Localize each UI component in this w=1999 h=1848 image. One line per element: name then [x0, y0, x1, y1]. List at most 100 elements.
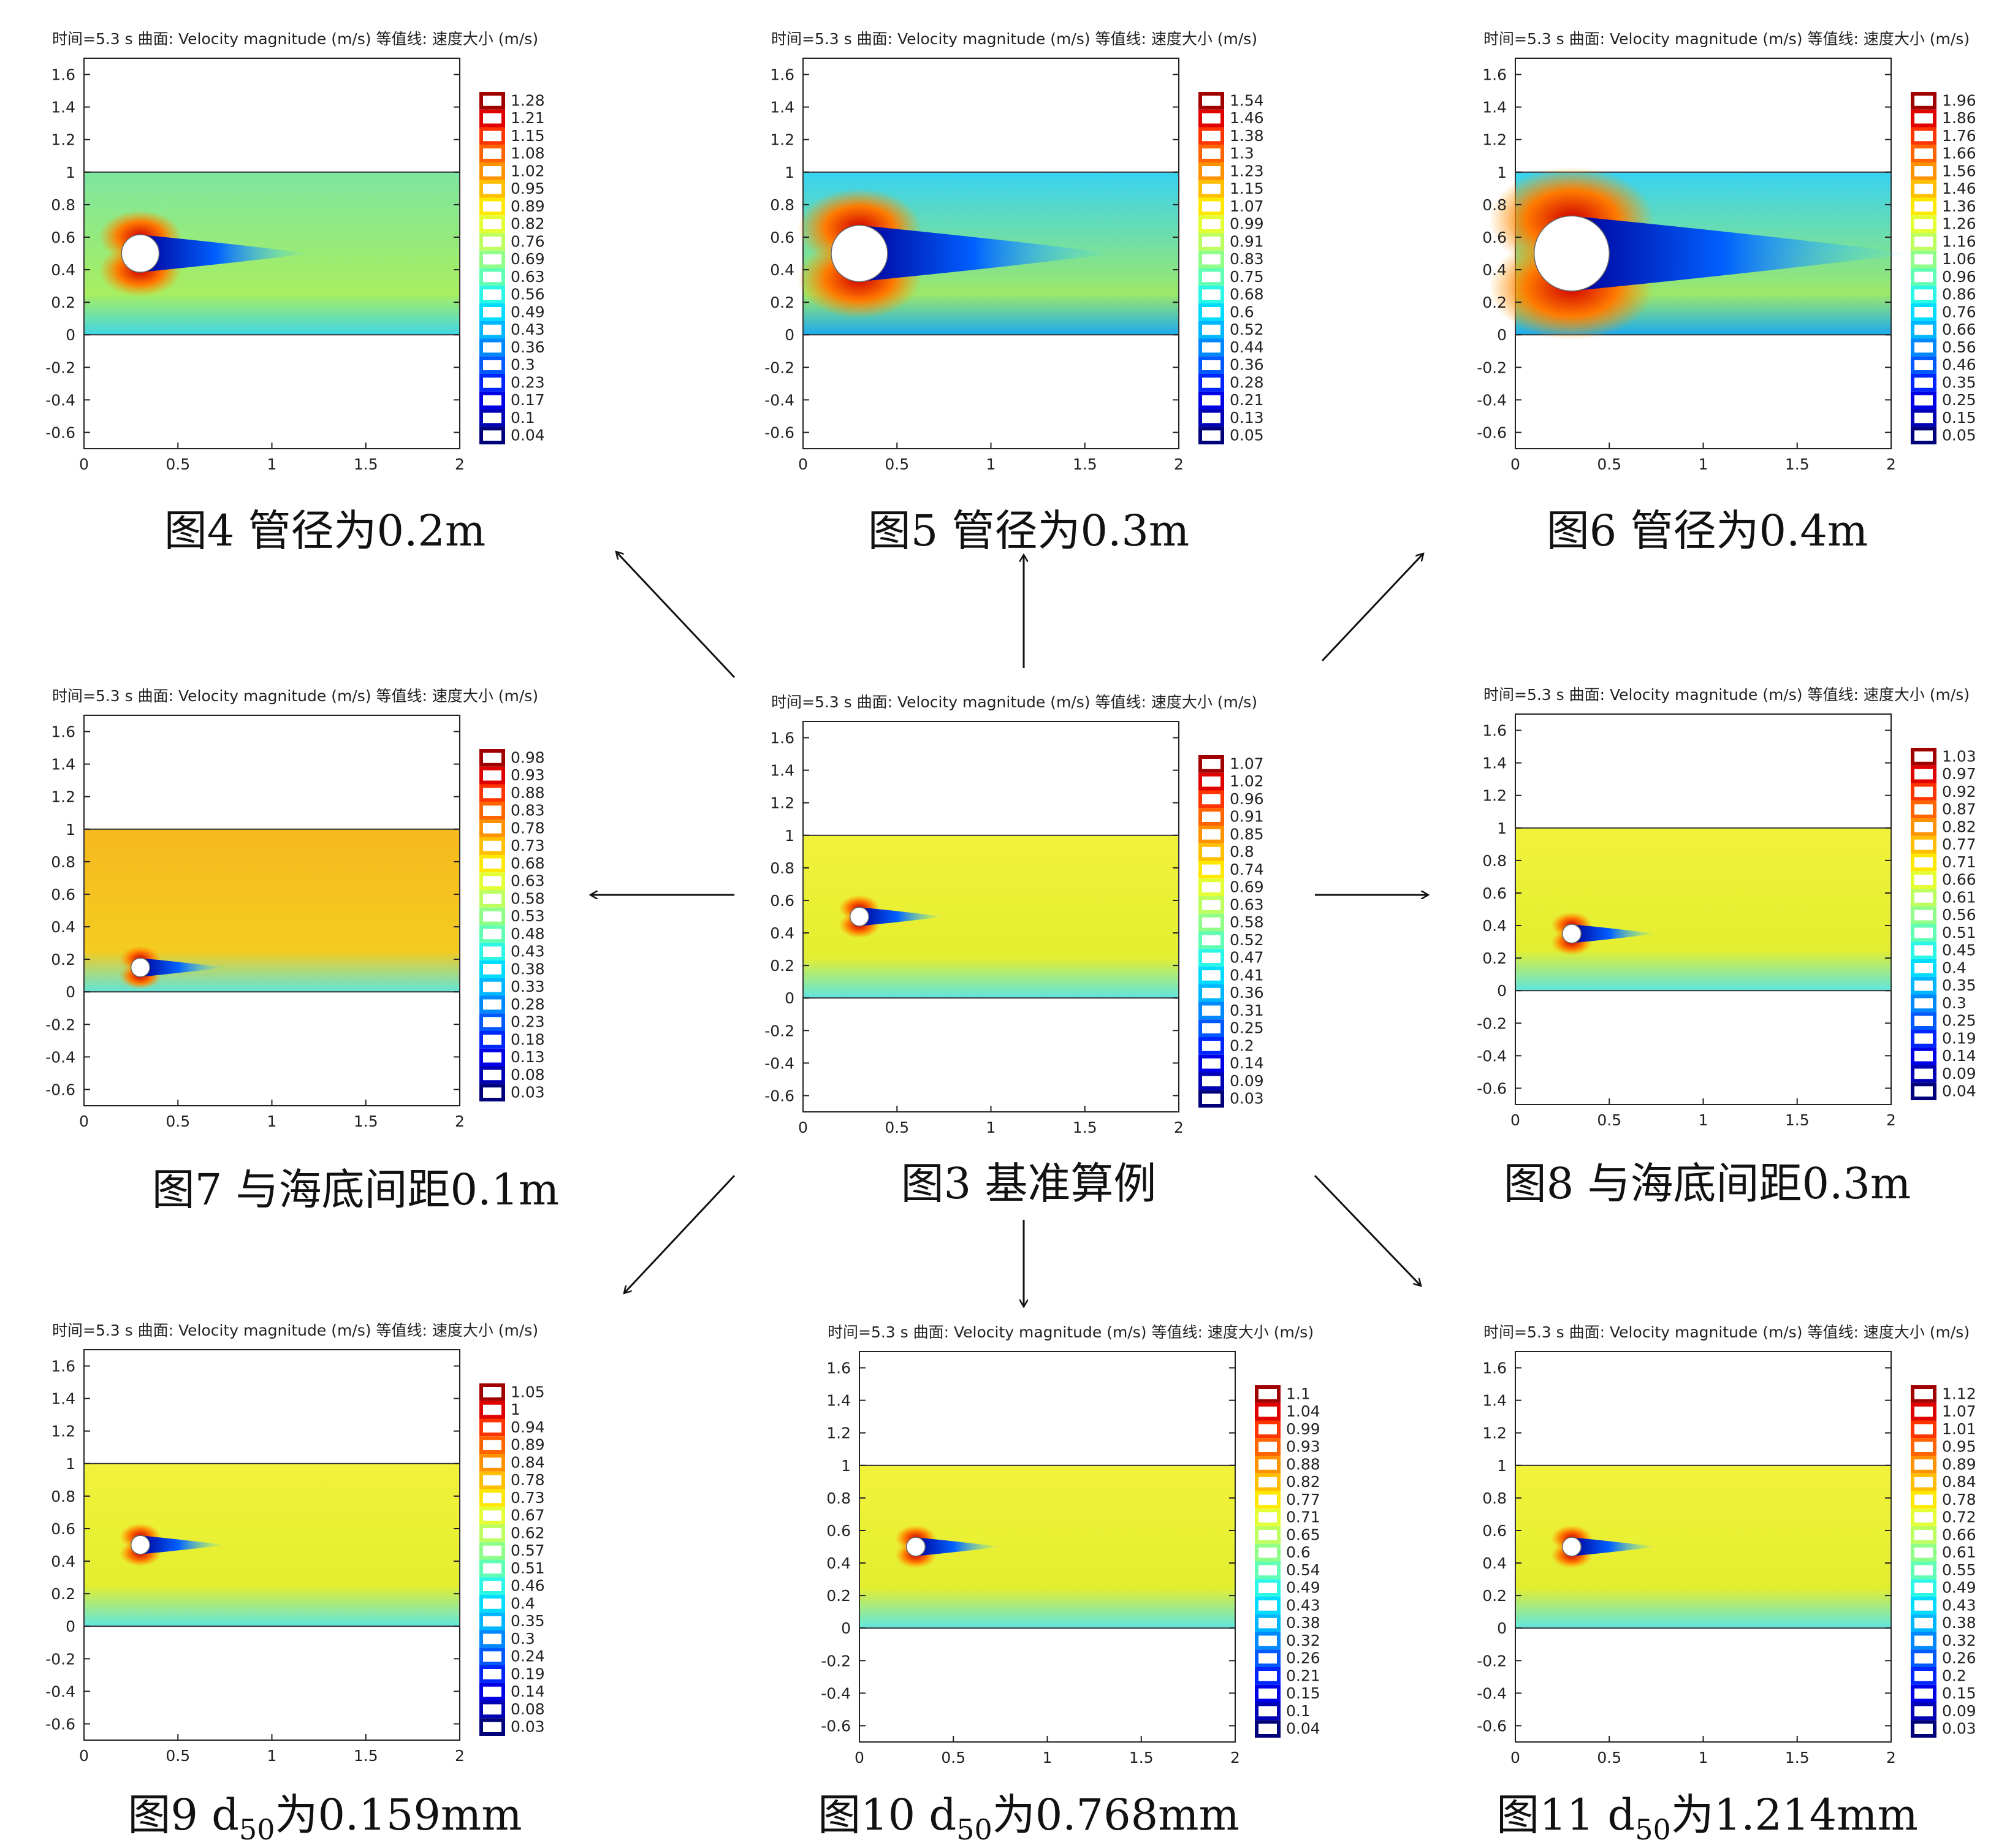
- wake-region: [1571, 924, 1656, 943]
- colorbar-label: 0.99: [1230, 215, 1264, 233]
- colorbar-swatch: [1911, 765, 1936, 783]
- colorbar-label: 0.51: [511, 1559, 545, 1577]
- colorbar-swatch: [1198, 1037, 1224, 1055]
- colorbar-label: 0.75: [1230, 268, 1264, 286]
- x-tick-label: 1.5: [1073, 455, 1097, 473]
- colorbar-label: 0.73: [511, 837, 545, 854]
- colorbar-label: 1.96: [1942, 91, 1976, 109]
- colorbar-swatch: [479, 943, 505, 960]
- colorbar-label: 0.09: [1942, 1065, 1976, 1082]
- y-tick-label: -0.2: [45, 1016, 75, 1033]
- colorbar-swatch: [479, 978, 505, 996]
- colorbar-swatch: [479, 286, 505, 303]
- colorbar-label: 0.35: [1942, 373, 1976, 391]
- x-tick-label: 2: [1886, 455, 1896, 473]
- colorbar-swatch: [479, 409, 505, 427]
- colorbar-swatch: [1911, 1402, 1936, 1421]
- colorbar-label: 0.93: [1286, 1438, 1320, 1456]
- colorbar-swatch: [479, 162, 505, 180]
- colorbar-swatch: [1911, 1667, 1936, 1685]
- colorbar-label: 0.3: [511, 1630, 535, 1648]
- y-tick-label: 0.8: [770, 196, 794, 214]
- y-tick-label: 0.4: [51, 1553, 75, 1570]
- colorbar-swatch: [479, 784, 505, 802]
- colorbar-label: 0.96: [1230, 790, 1264, 808]
- chart-header: 时间=5.3 s 曲面: Velocity magnitude (m/s) 等值…: [1483, 1323, 1970, 1341]
- caption-fig9: 图9 d50为0.159mm: [128, 1790, 522, 1847]
- colorbar-label: 0.44: [1230, 338, 1264, 356]
- y-tick-label: 0.8: [1482, 1489, 1507, 1507]
- colorbar-label: 0.26: [1942, 1649, 1976, 1667]
- colorbar-label: 0.03: [1230, 1090, 1264, 1108]
- x-tick-label: 2: [1886, 1749, 1896, 1766]
- colorbar-label: 0.17: [511, 391, 545, 409]
- colorbar-swatch: [479, 1489, 505, 1507]
- y-tick-label: 0.8: [826, 1489, 851, 1507]
- colorbar-swatch: [479, 1084, 505, 1101]
- colorbar-label: 0.09: [1230, 1072, 1264, 1090]
- colorbar-swatch: [1198, 180, 1224, 198]
- y-tick-label: 0.8: [51, 853, 75, 871]
- colorbar-swatch: [1911, 1579, 1936, 1597]
- colorbar-label: 0.68: [511, 854, 545, 872]
- colorbar-label: 0.45: [1942, 941, 1976, 959]
- chart-panel-fig4: 时间=5.3 s 曲面: Velocity magnitude (m/s) 等值…: [15, 12, 592, 478]
- colorbar-swatch: [1255, 1614, 1281, 1632]
- colorbar-swatch: [479, 1683, 505, 1701]
- colorbar-swatch: [1198, 92, 1224, 110]
- colorbar-label: 0.57: [511, 1542, 545, 1559]
- x-tick-label: 0: [855, 1749, 864, 1766]
- colorbar-label: 0.82: [511, 215, 545, 233]
- colorbar-label: 0.94: [511, 1418, 545, 1436]
- colorbar-label: 0.43: [511, 943, 545, 960]
- colorbar-label: 0.14: [511, 1683, 545, 1700]
- colorbar-swatch: [1911, 1438, 1936, 1456]
- y-tick-label: 1.2: [826, 1424, 851, 1442]
- y-tick-label: 1.6: [826, 1359, 851, 1377]
- y-tick-label: -0.2: [45, 1650, 75, 1668]
- caption-fig5: 图5 管径为0.3m: [867, 506, 1190, 556]
- colorbar-swatch: [1198, 391, 1224, 409]
- arrow-to-fig9: [624, 1174, 736, 1293]
- colorbar-label: 0.36: [1230, 356, 1264, 374]
- pipe-cylinder: [905, 1537, 926, 1557]
- colorbar-label: 1.15: [511, 127, 545, 145]
- y-tick-label: -0.6: [45, 424, 75, 441]
- y-tick-label: -0.2: [1477, 1652, 1507, 1670]
- caption-fig7: 图7 与海底间距0.1m: [151, 1165, 560, 1215]
- y-tick-label: 1: [66, 164, 75, 181]
- y-tick-label: 1.2: [1482, 787, 1507, 805]
- y-tick-label: 1: [785, 164, 794, 181]
- colorbar-label: 1.23: [1230, 162, 1264, 180]
- y-tick-label: 1.4: [826, 1392, 851, 1410]
- colorbar-swatch: [479, 1418, 505, 1437]
- colorbar-swatch: [1911, 1491, 1936, 1509]
- colorbar-label: 0.2: [1942, 1667, 1967, 1684]
- chart-panel-fig6: 时间=5.3 s 曲面: Velocity magnitude (m/s) 等值…: [1447, 12, 1999, 478]
- colorbar-label: 0.23: [511, 1013, 545, 1031]
- chart-header: 时间=5.3 s 曲面: Velocity magnitude (m/s) 等值…: [52, 30, 538, 48]
- colorbar-label: 0.25: [1230, 1019, 1264, 1037]
- colorbar-swatch: [1911, 1702, 1936, 1721]
- colorbar-swatch: [479, 1665, 505, 1683]
- colorbar-swatch: [1911, 1543, 1936, 1562]
- colorbar-label: 1.66: [1942, 145, 1976, 162]
- y-tick-label: -0.2: [45, 359, 75, 376]
- colorbar-label: 0.82: [1286, 1473, 1320, 1491]
- colorbar-label: 0.56: [1942, 338, 1976, 356]
- colorbar-swatch: [1198, 374, 1224, 392]
- colorbar-swatch: [479, 197, 505, 216]
- y-tick-label: 0: [66, 326, 75, 344]
- colorbar-swatch: [1911, 1385, 1936, 1403]
- chart-panel-fig8: 时间=5.3 s 曲面: Velocity magnitude (m/s) 等值…: [1447, 668, 1999, 1134]
- colorbar-label: 0.92: [1942, 783, 1976, 800]
- colorbar-swatch: [479, 145, 505, 162]
- y-tick-label: -0.4: [1477, 1047, 1507, 1065]
- colorbar-label: 0.87: [1942, 800, 1976, 818]
- colorbar-label: 1.04: [1286, 1402, 1320, 1420]
- colorbar-label: 0.15: [1942, 1684, 1976, 1702]
- y-tick-label: 0.6: [770, 892, 794, 910]
- colorbar-swatch: [1911, 1597, 1936, 1614]
- colorbar-swatch: [1911, 1720, 1936, 1738]
- y-tick-label: 0.2: [1482, 949, 1507, 967]
